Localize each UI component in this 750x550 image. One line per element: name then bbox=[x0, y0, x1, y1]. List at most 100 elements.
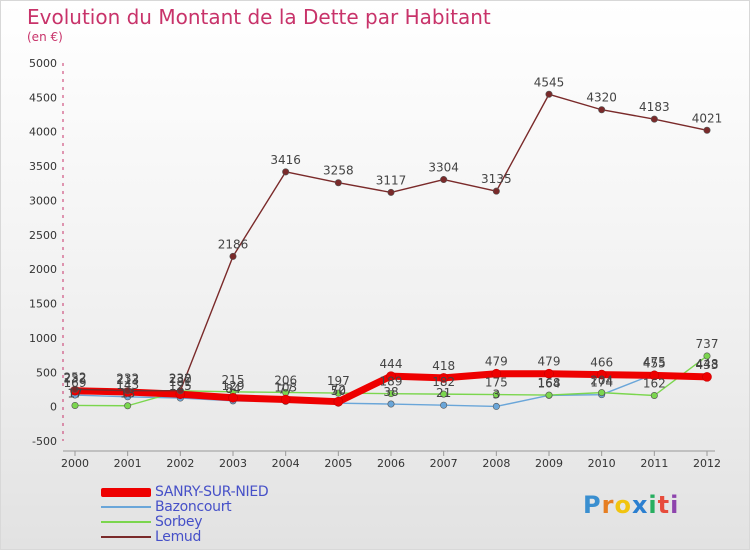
data-label: 448 bbox=[696, 357, 719, 371]
legend-label: Bazoncourt bbox=[155, 499, 232, 515]
data-point bbox=[387, 390, 395, 398]
data-label: 4545 bbox=[534, 75, 565, 89]
data-label: 213 bbox=[116, 373, 139, 387]
data-point bbox=[71, 401, 79, 409]
data-label: 232 bbox=[169, 372, 192, 386]
data-label: 479 bbox=[485, 355, 508, 369]
data-point bbox=[703, 126, 711, 134]
y-tick-label: 4000 bbox=[29, 126, 57, 139]
data-point bbox=[71, 385, 79, 393]
data-label: 204 bbox=[590, 374, 613, 388]
data-label: 72 bbox=[331, 383, 346, 397]
data-label: 3416 bbox=[270, 153, 301, 167]
data-point bbox=[596, 369, 607, 380]
data-label: 466 bbox=[590, 356, 613, 370]
data-point bbox=[545, 391, 553, 399]
legend-label: Sorbey bbox=[155, 514, 203, 530]
data-point bbox=[492, 402, 500, 410]
x-tick-label: 2005 bbox=[324, 457, 352, 470]
logo-letter: t bbox=[657, 491, 671, 519]
y-tick-label: 3000 bbox=[29, 194, 57, 207]
x-tick-label: 2010 bbox=[588, 457, 616, 470]
data-label: 168 bbox=[538, 376, 561, 390]
y-tick-label: 2500 bbox=[29, 229, 57, 242]
chart-subtitle: (en €) bbox=[27, 30, 63, 44]
legend-swatch bbox=[101, 521, 151, 523]
data-point bbox=[280, 394, 291, 405]
data-point bbox=[544, 368, 554, 379]
data-label: 232 bbox=[116, 372, 139, 386]
data-label: 162 bbox=[643, 377, 666, 391]
data-point bbox=[491, 368, 502, 379]
data-label: 418 bbox=[432, 359, 455, 373]
data-label: 230 bbox=[169, 372, 192, 386]
data-label: 475 bbox=[643, 355, 666, 369]
logo-letter: r bbox=[601, 491, 615, 519]
data-label: 206 bbox=[274, 373, 297, 387]
proxiti-logo: Proxiti bbox=[583, 491, 679, 519]
data-label: 50 bbox=[331, 384, 346, 398]
y-tick-label: 3500 bbox=[29, 160, 57, 173]
x-tick-label: 2003 bbox=[219, 457, 247, 470]
series-line-lemud bbox=[74, 93, 708, 392]
logo-letter: i bbox=[648, 491, 658, 519]
data-label: 479 bbox=[538, 355, 561, 369]
x-tick-label: 2006 bbox=[377, 457, 405, 470]
data-label: 174 bbox=[590, 376, 613, 390]
data-label: 3135 bbox=[481, 172, 512, 186]
data-label: 737 bbox=[696, 337, 719, 351]
data-point bbox=[124, 387, 132, 395]
data-label: 21 bbox=[436, 386, 451, 400]
data-point bbox=[440, 390, 448, 398]
data-label: 4320 bbox=[586, 91, 617, 105]
data-label: 38 bbox=[383, 385, 398, 399]
x-tick-label: 2009 bbox=[535, 457, 563, 470]
y-tick-label: 500 bbox=[36, 366, 57, 379]
x-tick-label: 2007 bbox=[430, 457, 458, 470]
data-label: 77 bbox=[278, 382, 293, 396]
logo-letter: x bbox=[631, 491, 649, 519]
x-tick-label: 2008 bbox=[482, 457, 510, 470]
y-tick-label: 4500 bbox=[29, 91, 57, 104]
data-point bbox=[176, 387, 184, 395]
data-label: 189 bbox=[380, 375, 403, 389]
data-point bbox=[650, 115, 658, 123]
x-tick-label: 2002 bbox=[166, 457, 194, 470]
logo-letter: P bbox=[583, 491, 602, 519]
data-label: 3 bbox=[493, 387, 501, 401]
data-label: 3304 bbox=[428, 161, 459, 175]
data-label: 3117 bbox=[376, 173, 407, 187]
data-label: 129 bbox=[222, 379, 245, 393]
x-tick-label: 2012 bbox=[693, 457, 721, 470]
data-label: 252 bbox=[64, 370, 87, 384]
data-point bbox=[545, 90, 553, 98]
data-point bbox=[386, 371, 396, 381]
data-label: 143 bbox=[116, 378, 139, 392]
data-point bbox=[334, 179, 342, 187]
data-label: 164 bbox=[538, 376, 561, 390]
data-label: 444 bbox=[380, 357, 403, 371]
data-label: 181 bbox=[169, 375, 192, 389]
data-point bbox=[387, 188, 395, 196]
y-tick-label: 1500 bbox=[29, 298, 57, 311]
data-point bbox=[703, 352, 711, 360]
data-label: 4021 bbox=[692, 111, 723, 125]
data-label: 182 bbox=[432, 375, 455, 389]
y-tick-label: 1000 bbox=[29, 332, 57, 345]
legend-swatch bbox=[101, 488, 151, 497]
x-tick-label: 2001 bbox=[114, 457, 142, 470]
data-point bbox=[229, 252, 237, 260]
logo-letter: o bbox=[614, 491, 632, 519]
data-point bbox=[598, 106, 606, 114]
data-label: 3258 bbox=[323, 164, 354, 178]
y-tick-label: 0 bbox=[50, 401, 57, 414]
data-point bbox=[492, 391, 500, 399]
data-point bbox=[702, 372, 712, 382]
data-label: 2186 bbox=[218, 237, 249, 251]
data-label: 13 bbox=[120, 387, 135, 401]
data-label: 197 bbox=[327, 374, 350, 388]
data-point bbox=[228, 392, 238, 403]
y-tick-label: 2000 bbox=[29, 263, 57, 276]
